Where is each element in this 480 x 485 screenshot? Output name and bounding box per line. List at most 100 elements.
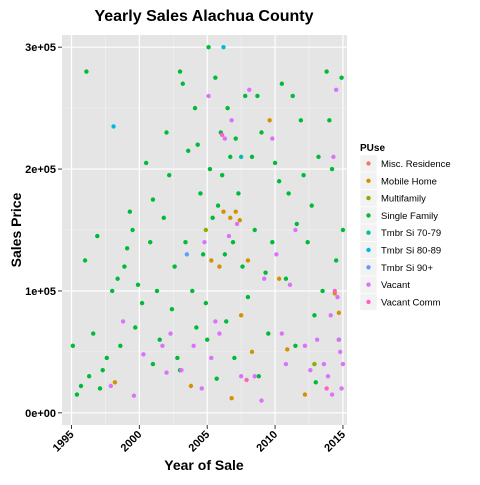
- data-point: [244, 377, 249, 383]
- data-point: [213, 75, 218, 80]
- data-point: [104, 355, 109, 361]
- data-point: [259, 398, 264, 403]
- data-point: [186, 148, 191, 153]
- data-point: [120, 319, 126, 324]
- data-point: [217, 264, 222, 269]
- data-point: [233, 136, 238, 141]
- data-point: [118, 343, 123, 348]
- data-point: [293, 227, 298, 233]
- y-axis-label: Sales Price: [8, 192, 24, 267]
- data-point: [215, 203, 221, 208]
- data-point: [238, 313, 244, 318]
- data-point: [287, 282, 293, 288]
- data-point: [148, 239, 153, 245]
- legend-marker: [366, 178, 371, 183]
- data-point: [226, 233, 232, 239]
- data-point: [298, 118, 304, 123]
- data-point: [70, 343, 76, 348]
- data-point: [302, 392, 308, 397]
- data-point: [219, 172, 225, 178]
- data-point: [112, 380, 118, 385]
- data-point: [74, 392, 80, 397]
- data-point: [154, 288, 160, 294]
- data-point: [115, 276, 120, 281]
- data-point: [266, 331, 271, 336]
- data-point: [283, 276, 289, 281]
- data-point: [238, 374, 244, 379]
- data-point: [279, 81, 285, 86]
- data-point: [210, 215, 215, 221]
- data-point: [333, 258, 339, 263]
- legend-label: Multifamily: [381, 194, 426, 205]
- data-point: [328, 313, 333, 318]
- data-point: [240, 264, 245, 269]
- data-point: [84, 69, 89, 74]
- data-point: [314, 337, 320, 342]
- data-point: [340, 361, 346, 367]
- data-point: [221, 209, 226, 214]
- data-point: [272, 160, 278, 166]
- data-point: [124, 246, 130, 251]
- data-point: [237, 218, 242, 223]
- legend-marker: [366, 213, 371, 218]
- data-point: [313, 380, 318, 385]
- data-point: [150, 361, 156, 367]
- data-point: [285, 347, 290, 352]
- data-point: [262, 276, 267, 281]
- y-tick-label: 2e+05: [25, 164, 56, 176]
- data-point: [179, 367, 184, 373]
- data-point: [221, 44, 226, 50]
- data-point: [286, 191, 291, 196]
- data-point: [131, 393, 137, 398]
- data-point: [213, 319, 218, 324]
- data-point: [331, 154, 336, 160]
- legend-marker: [366, 161, 371, 166]
- data-point: [283, 361, 289, 367]
- data-point: [324, 69, 329, 74]
- data-point: [100, 367, 105, 373]
- data-point: [160, 343, 165, 348]
- data-point: [97, 386, 103, 391]
- data-point: [190, 288, 195, 294]
- x-axis-label: Year of Sale: [164, 457, 244, 473]
- data-point: [194, 325, 199, 330]
- data-point: [290, 93, 295, 99]
- data-point: [209, 258, 214, 263]
- data-point: [293, 343, 298, 348]
- data-point: [245, 258, 251, 263]
- data-point: [225, 105, 230, 111]
- data-point: [312, 361, 317, 367]
- data-point: [143, 160, 149, 166]
- data-point: [91, 331, 96, 336]
- data-point: [192, 105, 198, 111]
- x-axis-ticks: 1995 2000 2005 2010 2015: [51, 425, 348, 454]
- data-point: [172, 264, 177, 269]
- data-point: [203, 300, 209, 306]
- data-point: [270, 239, 275, 245]
- y-axis-ticks: 0e+00 1e+05 2e+05 3e+05: [25, 42, 62, 420]
- y-tick-label: 1e+05: [25, 286, 56, 298]
- legend: PUse Misc. Residence Mobile Home Multifami…: [359, 143, 451, 311]
- data-point: [245, 294, 251, 300]
- data-point: [276, 276, 282, 281]
- data-point: [180, 81, 185, 86]
- data-point: [198, 191, 203, 196]
- legend-marker: [366, 230, 371, 235]
- data-point: [110, 288, 115, 294]
- data-point: [302, 343, 308, 348]
- x-tick-label: 2000: [119, 429, 145, 455]
- data-point: [183, 239, 188, 245]
- data-point: [82, 258, 88, 263]
- data-point: [217, 331, 222, 336]
- data-point: [135, 282, 141, 288]
- data-point: [249, 349, 255, 355]
- data-point: [195, 142, 200, 147]
- data-point: [222, 136, 228, 141]
- data-point: [206, 44, 211, 50]
- data-point: [214, 376, 219, 381]
- data-point: [164, 130, 169, 135]
- data-point: [340, 227, 346, 233]
- data-point: [205, 337, 210, 342]
- data-point: [175, 355, 180, 361]
